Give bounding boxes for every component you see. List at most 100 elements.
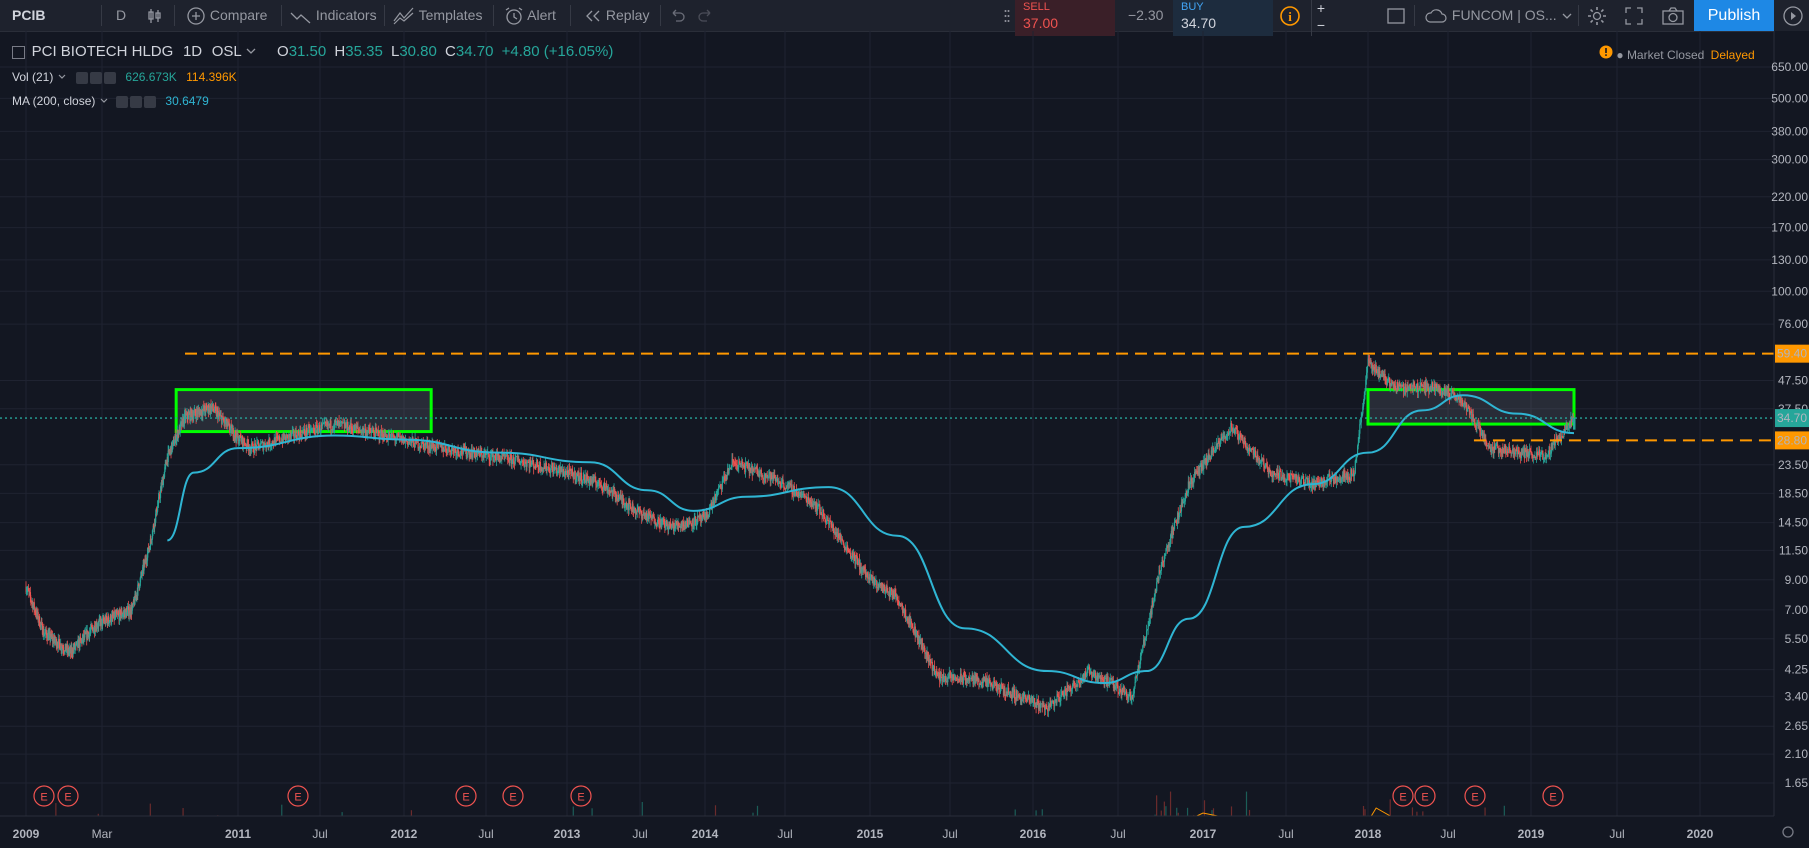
sell-button[interactable]: SELL 37.00 — [1015, 0, 1115, 36]
candle-body — [58, 639, 60, 644]
candle-body — [750, 467, 752, 471]
redo-button[interactable] — [697, 0, 715, 31]
candle-body — [653, 514, 655, 517]
candle-body — [1173, 527, 1175, 530]
buy-button[interactable]: BUY 34.70 — [1173, 0, 1273, 36]
candle-body — [953, 674, 955, 680]
interval-button[interactable]: D — [116, 7, 127, 23]
candle-body — [876, 580, 878, 589]
candle-body — [611, 490, 613, 497]
candle-body — [1069, 686, 1071, 691]
candle-body — [1120, 690, 1122, 696]
candle-body — [173, 443, 176, 446]
candle-body — [300, 430, 302, 436]
candle-body — [618, 498, 620, 502]
candle-body — [1029, 700, 1031, 702]
candle-body — [788, 483, 790, 485]
candle-body — [718, 485, 720, 488]
candle-body — [652, 514, 654, 519]
candle-body — [1057, 694, 1059, 697]
candle-body — [981, 682, 983, 684]
candle-body — [508, 460, 510, 464]
candle-body — [884, 586, 886, 593]
settings-gear-icon[interactable] — [1586, 0, 1608, 31]
candle-style-icon[interactable] — [146, 0, 164, 31]
candle-body — [826, 520, 828, 524]
candle-body — [431, 442, 433, 449]
candle-body — [456, 452, 458, 456]
quantity-stepper[interactable]: + − — [1311, 0, 1330, 36]
candle-body — [581, 482, 583, 484]
candle-body — [758, 474, 760, 477]
candle-body — [747, 463, 749, 469]
candle-body — [597, 481, 600, 484]
candle-body — [1055, 699, 1057, 703]
fullscreen-rect-icon[interactable] — [1386, 0, 1406, 31]
candle-body — [1261, 459, 1263, 461]
candle-body — [690, 523, 692, 525]
candle-body — [1088, 666, 1090, 668]
candle-body — [627, 503, 629, 507]
candle-body — [1116, 682, 1118, 686]
candle-body — [243, 438, 245, 443]
candle-body — [1183, 501, 1185, 503]
candle-body — [749, 467, 751, 473]
quantity-minus-button[interactable]: − — [1316, 17, 1326, 33]
candle-body — [377, 431, 379, 433]
candle-body — [759, 470, 761, 477]
candle-body — [838, 533, 840, 539]
compare-button[interactable]: Compare — [186, 0, 267, 31]
camera-icon[interactable] — [1661, 0, 1685, 31]
candle-body — [507, 460, 510, 462]
candle-body — [585, 474, 587, 481]
templates-button[interactable]: Templates — [393, 0, 482, 31]
candle-body — [45, 629, 47, 634]
candle-body — [430, 444, 432, 451]
candle-body — [357, 426, 359, 429]
candle-body — [1062, 692, 1064, 697]
play-circle-icon[interactable] — [1782, 0, 1804, 31]
candle-body — [570, 469, 573, 474]
divider — [493, 5, 494, 26]
candle-body — [941, 677, 943, 682]
candle-body — [1034, 702, 1037, 705]
candle-body — [695, 524, 697, 526]
candle-body — [298, 433, 300, 439]
drag-handle-icon[interactable] — [1004, 0, 1010, 31]
candle-body — [963, 673, 965, 675]
candle-body — [854, 555, 856, 565]
candle-body — [948, 672, 950, 676]
info-icon[interactable]: i — [1279, 0, 1301, 31]
replay-button[interactable]: Replay — [584, 0, 649, 31]
candle-body — [915, 635, 917, 637]
candle-body — [369, 428, 371, 432]
publish-button[interactable]: Publish — [1694, 0, 1774, 31]
candle-body — [149, 538, 152, 550]
candle-body — [119, 610, 122, 618]
candle-body — [936, 673, 939, 675]
undo-button[interactable] — [668, 0, 686, 31]
quantity-plus-button[interactable]: + — [1316, 0, 1326, 16]
watchlist-button[interactable]: FUNCOM | OS... — [1424, 0, 1573, 31]
candle-body — [1119, 688, 1121, 694]
candle-body — [1234, 429, 1236, 434]
candle-body — [89, 632, 91, 638]
candle-body — [785, 487, 787, 489]
symbol-search[interactable]: PCIB — [12, 7, 46, 23]
indicators-button[interactable]: Indicators — [290, 0, 377, 31]
candle-body — [767, 476, 769, 478]
candle-body — [1110, 678, 1112, 680]
candle-body — [837, 533, 839, 538]
alert-button[interactable]: Alert — [504, 0, 556, 31]
candle-body — [1049, 700, 1051, 708]
candle-body — [1065, 691, 1067, 697]
candle-body — [526, 462, 528, 467]
candle-body — [375, 428, 377, 431]
candle-body — [287, 434, 289, 440]
candle-body — [809, 499, 811, 504]
fullscreen-icon[interactable] — [1624, 0, 1644, 31]
candle-body — [998, 687, 1000, 690]
candle-body — [425, 444, 427, 446]
candle-body — [445, 448, 447, 453]
